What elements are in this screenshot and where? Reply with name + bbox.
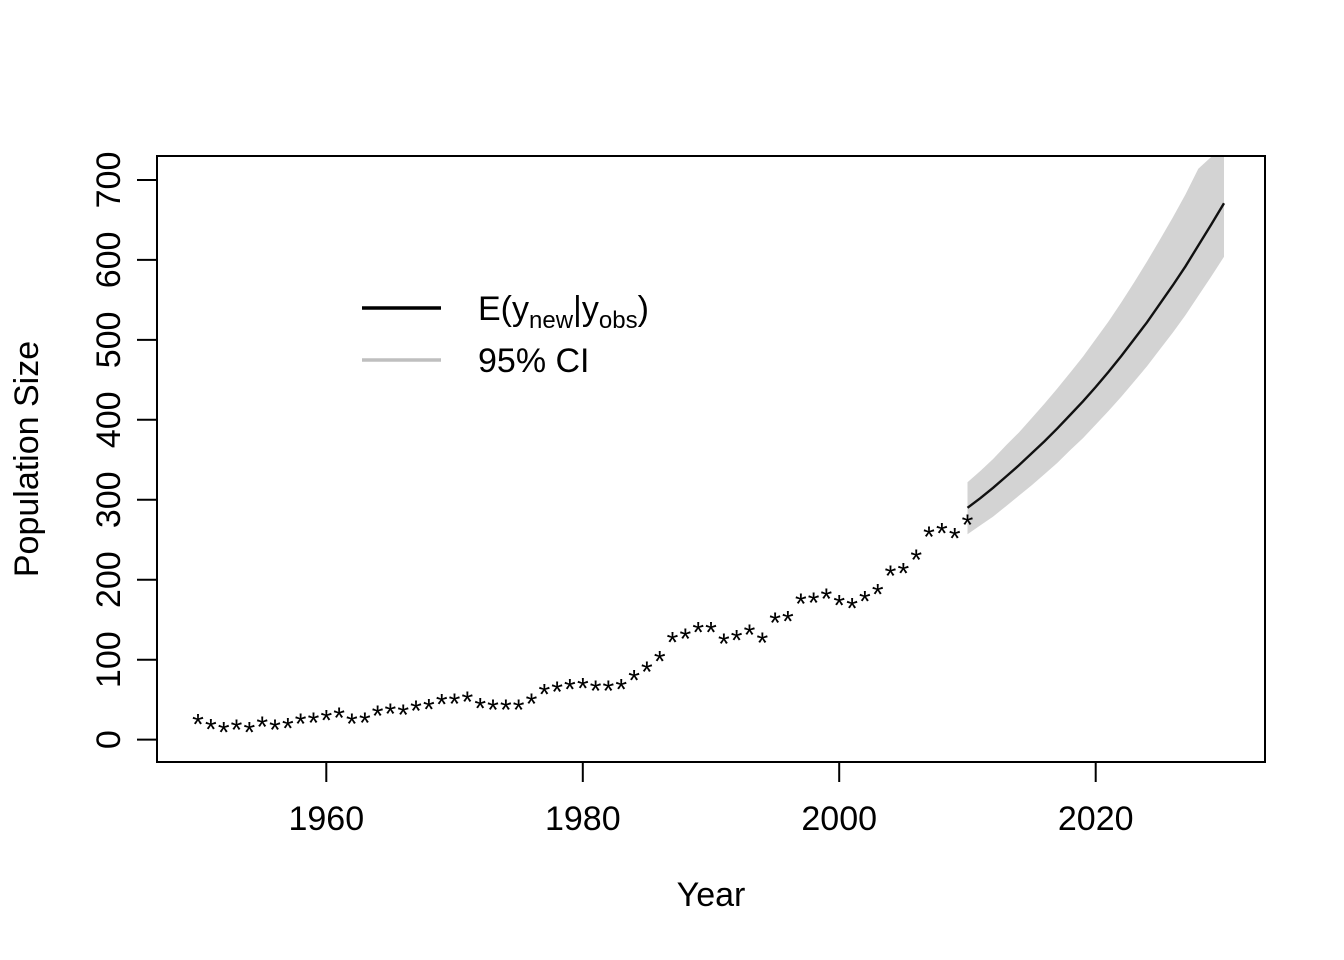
y-tick-label: 300: [90, 471, 128, 528]
data-point-marker: *: [590, 675, 602, 708]
data-point-marker: *: [962, 509, 974, 542]
data-point-marker: *: [885, 560, 897, 593]
x-tick-label: 1960: [288, 800, 364, 838]
ci-band: [967, 157, 1224, 535]
legend-layer: E(ynew|yobs) 95% CI: [362, 290, 649, 380]
y-tick-label: 500: [90, 312, 128, 369]
data-point-marker: *: [487, 694, 499, 727]
x-tick-label: 1980: [545, 800, 621, 838]
data-point-marker: *: [795, 588, 807, 621]
data-point-marker: *: [603, 675, 615, 708]
data-point-marker: *: [320, 705, 332, 738]
y-tick-label: 0: [90, 730, 128, 749]
data-point-marker: *: [808, 587, 820, 620]
data-point-marker: *: [615, 674, 627, 707]
data-point-marker: *: [833, 590, 845, 623]
x-tick-label: 2020: [1058, 800, 1134, 838]
data-point-marker: *: [218, 717, 230, 750]
data-point-marker: *: [449, 688, 461, 721]
data-point-marker: *: [256, 711, 268, 744]
data-point-marker: *: [372, 700, 384, 733]
forecast-mean-line: [966, 202, 1226, 509]
legend-label-subscript: obs: [599, 307, 638, 334]
data-point-marker: *: [500, 694, 512, 727]
data-point-marker: *: [192, 709, 204, 742]
data-point-marker: *: [705, 617, 717, 650]
data-point-marker: *: [859, 586, 871, 619]
data-point-marker: *: [231, 714, 243, 747]
data-point-marker: *: [744, 619, 756, 652]
observed-points-layer: * * * * * * * * * * * * * * * * * * * * * * * * * * * * * * * * * * * * ** * *…: [192, 509, 974, 750]
y-tick-label: 400: [90, 391, 128, 448]
data-point-marker: *: [269, 714, 281, 747]
legend-label-part: E(y: [478, 290, 529, 328]
data-point-marker: *: [551, 676, 563, 709]
data-point-marker: *: [243, 717, 255, 750]
data-point-marker: *: [295, 708, 307, 741]
data-point-marker: *: [692, 617, 704, 650]
data-point-marker: *: [538, 678, 550, 711]
data-point-marker: *: [333, 702, 345, 735]
axes-layer: 1960 1980 2000 2020 0 100 200 300 400 500 600 700: [90, 152, 1266, 838]
ci-band-layer: [967, 157, 1224, 535]
data-point-marker: *: [346, 708, 358, 741]
legend-label-expectation: E(ynew|yobs): [478, 290, 649, 334]
data-point-marker: *: [308, 707, 320, 740]
legend-label-part: |y: [573, 290, 599, 328]
data-point-marker: *: [397, 699, 409, 732]
y-tick-label: 600: [90, 232, 128, 289]
data-point-marker: *: [385, 698, 397, 731]
y-tick-label: 200: [90, 551, 128, 608]
data-point-marker: *: [205, 713, 217, 746]
data-point-marker: *: [667, 626, 679, 659]
data-point-marker: *: [282, 713, 294, 746]
data-point-marker: *: [513, 694, 525, 727]
plot-border: [156, 155, 1266, 763]
data-point-marker: *: [731, 625, 743, 658]
data-point-marker: *: [680, 623, 692, 656]
data-point-marker: *: [846, 593, 858, 626]
y-tick-label: 100: [90, 631, 128, 688]
data-point-marker: *: [526, 688, 538, 721]
data-point-marker: *: [718, 628, 730, 661]
y-axis-title: Population Size: [8, 341, 46, 577]
x-axis-title: Year: [677, 876, 746, 914]
data-point-marker: *: [872, 578, 884, 611]
data-point-marker: *: [782, 606, 794, 639]
data-point-marker: *: [474, 693, 486, 726]
data-point-marker: *: [923, 521, 935, 554]
data-point-marker: *: [769, 607, 781, 640]
data-point-marker: *: [898, 558, 910, 591]
data-point-marker: *: [577, 673, 589, 706]
data-point-marker: *: [564, 674, 576, 707]
data-point-marker: *: [359, 707, 371, 740]
y-tick-label: 700: [90, 152, 128, 209]
data-point-marker: *: [756, 627, 768, 660]
data-point-marker: *: [423, 693, 435, 726]
data-point-marker: *: [628, 665, 640, 698]
data-point-marker: *: [461, 686, 473, 719]
x-tick-label: 2000: [801, 800, 877, 838]
legend-label-subscript: new: [529, 307, 574, 334]
data-point-marker: *: [436, 689, 448, 722]
legend-label-part: ): [638, 290, 649, 328]
data-point-marker: *: [821, 583, 833, 616]
data-point-marker: *: [949, 522, 961, 555]
data-point-marker: *: [641, 656, 653, 689]
forecast-line-layer: [966, 202, 1226, 509]
data-point-marker: *: [654, 646, 666, 679]
data-point-marker: *: [910, 544, 922, 577]
data-point-marker: *: [410, 695, 422, 728]
data-point-marker: *: [936, 518, 948, 551]
legend-label-ci: 95% CI: [478, 342, 590, 380]
